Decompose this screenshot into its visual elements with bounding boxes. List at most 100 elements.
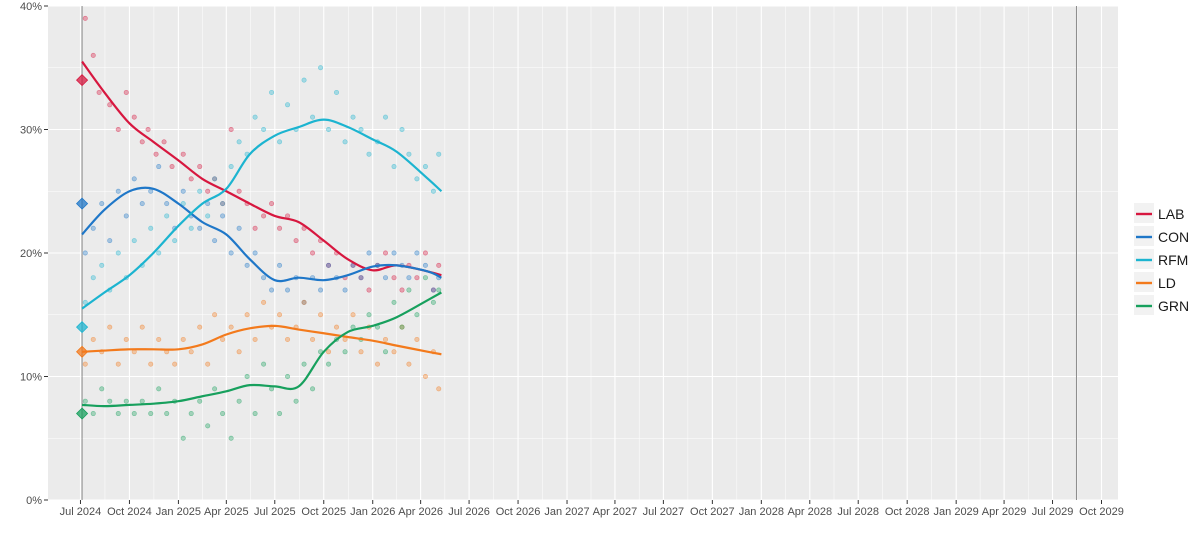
- y-tick-label: 40%: [20, 1, 42, 13]
- poll-point-grn: [261, 361, 267, 367]
- x-tick-label: Oct 2025: [301, 506, 346, 518]
- x-tick-label: Jan 2028: [739, 506, 784, 518]
- poll-point-rfm: [334, 89, 340, 95]
- trend-line-ld: [82, 324, 442, 356]
- poll-point-lab: [205, 188, 211, 194]
- poll-point-con: [269, 287, 275, 293]
- poll-point-rfm: [164, 213, 170, 219]
- election-result-markers: [76, 74, 89, 420]
- poll-point-lab: [414, 275, 420, 281]
- poll-point-rfm: [172, 238, 178, 244]
- poll-point-rfm: [236, 139, 242, 145]
- poll-point-grn: [277, 411, 283, 417]
- poll-point-ld: [277, 312, 283, 318]
- poll-point-grn: [188, 411, 194, 417]
- poll-point-lab: [422, 250, 428, 256]
- poll-point-grn: [399, 324, 405, 330]
- poll-point-ld: [310, 336, 316, 342]
- poll-point-lab: [436, 262, 442, 268]
- poll-point-lab: [293, 238, 299, 244]
- poll-point-rfm: [436, 151, 442, 157]
- poll-point-lab: [145, 127, 151, 133]
- poll-point-rfm: [269, 89, 275, 95]
- poll-point-ld: [285, 336, 291, 342]
- poll-point-ld: [90, 336, 96, 342]
- poll-point-ld: [180, 336, 186, 342]
- y-tick-label: 10%: [20, 372, 42, 384]
- y-tick-label: 30%: [20, 125, 42, 137]
- poll-point-lab: [391, 275, 397, 281]
- poll-point-ld: [318, 312, 324, 318]
- poll-point-grn: [422, 275, 428, 281]
- poll-point-grn: [139, 398, 145, 404]
- election-result-lab: [76, 74, 89, 87]
- x-tick-label: Jan 2029: [934, 506, 979, 518]
- poll-point-lab: [107, 102, 113, 108]
- poll-point-grn: [99, 386, 105, 392]
- trend-line-grn: [82, 291, 442, 408]
- poll-point-con: [90, 225, 96, 231]
- trend-line-rfm: [81, 118, 443, 310]
- poll-point-rfm: [350, 114, 356, 120]
- poll-point-lab: [180, 151, 186, 157]
- x-tick-label: Apr 2028: [787, 506, 832, 518]
- poll-point-rfm: [148, 225, 154, 231]
- poll-point-rfm: [366, 151, 372, 157]
- poll-point-con: [285, 287, 291, 293]
- poll-point-con: [391, 250, 397, 256]
- poll-point-ld: [123, 336, 129, 342]
- poll-point-con: [236, 225, 242, 231]
- poll-point-lab: [161, 139, 167, 145]
- poll-point-grn: [244, 373, 250, 379]
- x-tick-label: Oct 2024: [107, 506, 152, 518]
- poll-point-rfm: [188, 225, 194, 231]
- x-tick-label: Jul 2024: [60, 506, 102, 518]
- poll-point-ld: [383, 336, 389, 342]
- axes: 0%10%20%30%40%Jul 2024 Oct 2024 Jan 2025 Ap…: [20, 1, 1124, 518]
- poll-point-ld: [228, 324, 234, 330]
- poll-point-rfm: [220, 201, 226, 207]
- x-tick-label: Oct 2028: [885, 506, 930, 518]
- poll-point-rfm: [156, 250, 162, 256]
- poll-points: [82, 15, 442, 441]
- poll-point-grn: [180, 435, 186, 441]
- poll-point-ld: [148, 361, 154, 367]
- poll-point-con: [123, 213, 129, 219]
- poll-point-con: [82, 250, 88, 256]
- poll-point-con: [406, 275, 412, 281]
- poll-point-con: [180, 188, 186, 194]
- poll-point-ld: [107, 324, 113, 330]
- poll-point-ld: [115, 361, 121, 367]
- legend-label-lab: LAB: [1158, 206, 1184, 222]
- poll-point-grn: [383, 349, 389, 355]
- poll-point-grn: [115, 411, 121, 417]
- x-tick-label: Jan 2026: [350, 506, 395, 518]
- poll-point-grn: [82, 398, 88, 404]
- x-tick-label: Jan 2025: [156, 506, 201, 518]
- poll-point-grn: [236, 398, 242, 404]
- x-tick-label: Apr 2027: [593, 506, 638, 518]
- poll-point-lab: [169, 164, 175, 170]
- poll-point-grn: [301, 361, 307, 367]
- election-result-con: [76, 197, 89, 210]
- poll-point-lab: [90, 52, 96, 58]
- x-tick-label: Jul 2027: [643, 506, 685, 518]
- poll-point-rfm: [383, 114, 389, 120]
- poll-point-con: [277, 262, 283, 268]
- poll-point-grn: [197, 398, 203, 404]
- poll-point-rfm: [399, 127, 405, 133]
- poll-point-ld: [205, 361, 211, 367]
- poll-point-con: [139, 201, 145, 207]
- poll-point-rfm: [342, 139, 348, 145]
- poll-point-lab: [139, 139, 145, 145]
- poll-point-rfm: [301, 77, 307, 83]
- y-tick-label: 20%: [20, 248, 42, 260]
- poll-point-rfm: [422, 164, 428, 170]
- trend-lines: [81, 60, 443, 408]
- poll-point-con: [156, 164, 162, 170]
- poll-point-grn: [391, 299, 397, 305]
- poll-point-ld: [172, 361, 178, 367]
- x-tick-label: Oct 2027: [690, 506, 735, 518]
- poll-point-con: [430, 287, 436, 293]
- poll-point-con: [252, 250, 258, 256]
